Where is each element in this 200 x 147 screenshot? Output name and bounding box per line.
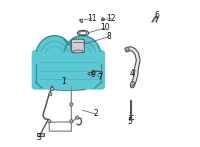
Circle shape — [48, 120, 51, 123]
Polygon shape — [152, 16, 158, 22]
Circle shape — [101, 18, 104, 21]
Circle shape — [51, 87, 54, 91]
Polygon shape — [37, 133, 44, 136]
Text: 8: 8 — [106, 32, 111, 41]
Text: 6: 6 — [154, 11, 159, 20]
Ellipse shape — [73, 50, 83, 53]
FancyBboxPatch shape — [32, 50, 105, 90]
Circle shape — [76, 116, 79, 119]
Text: 9: 9 — [91, 70, 96, 80]
Text: 2: 2 — [93, 109, 98, 118]
Ellipse shape — [36, 36, 73, 78]
Text: 12: 12 — [106, 14, 116, 23]
Text: 5: 5 — [127, 117, 132, 126]
Text: 4: 4 — [130, 69, 135, 78]
Ellipse shape — [64, 36, 101, 78]
Polygon shape — [125, 47, 129, 51]
Text: 7: 7 — [98, 73, 102, 82]
Text: 10: 10 — [100, 23, 110, 32]
FancyBboxPatch shape — [72, 39, 84, 53]
Text: 1: 1 — [62, 77, 66, 86]
Polygon shape — [130, 82, 135, 86]
FancyBboxPatch shape — [59, 41, 78, 63]
Text: 3: 3 — [37, 133, 41, 142]
Text: 11: 11 — [87, 14, 97, 23]
Circle shape — [49, 92, 52, 96]
Circle shape — [70, 120, 73, 123]
Circle shape — [70, 103, 73, 106]
